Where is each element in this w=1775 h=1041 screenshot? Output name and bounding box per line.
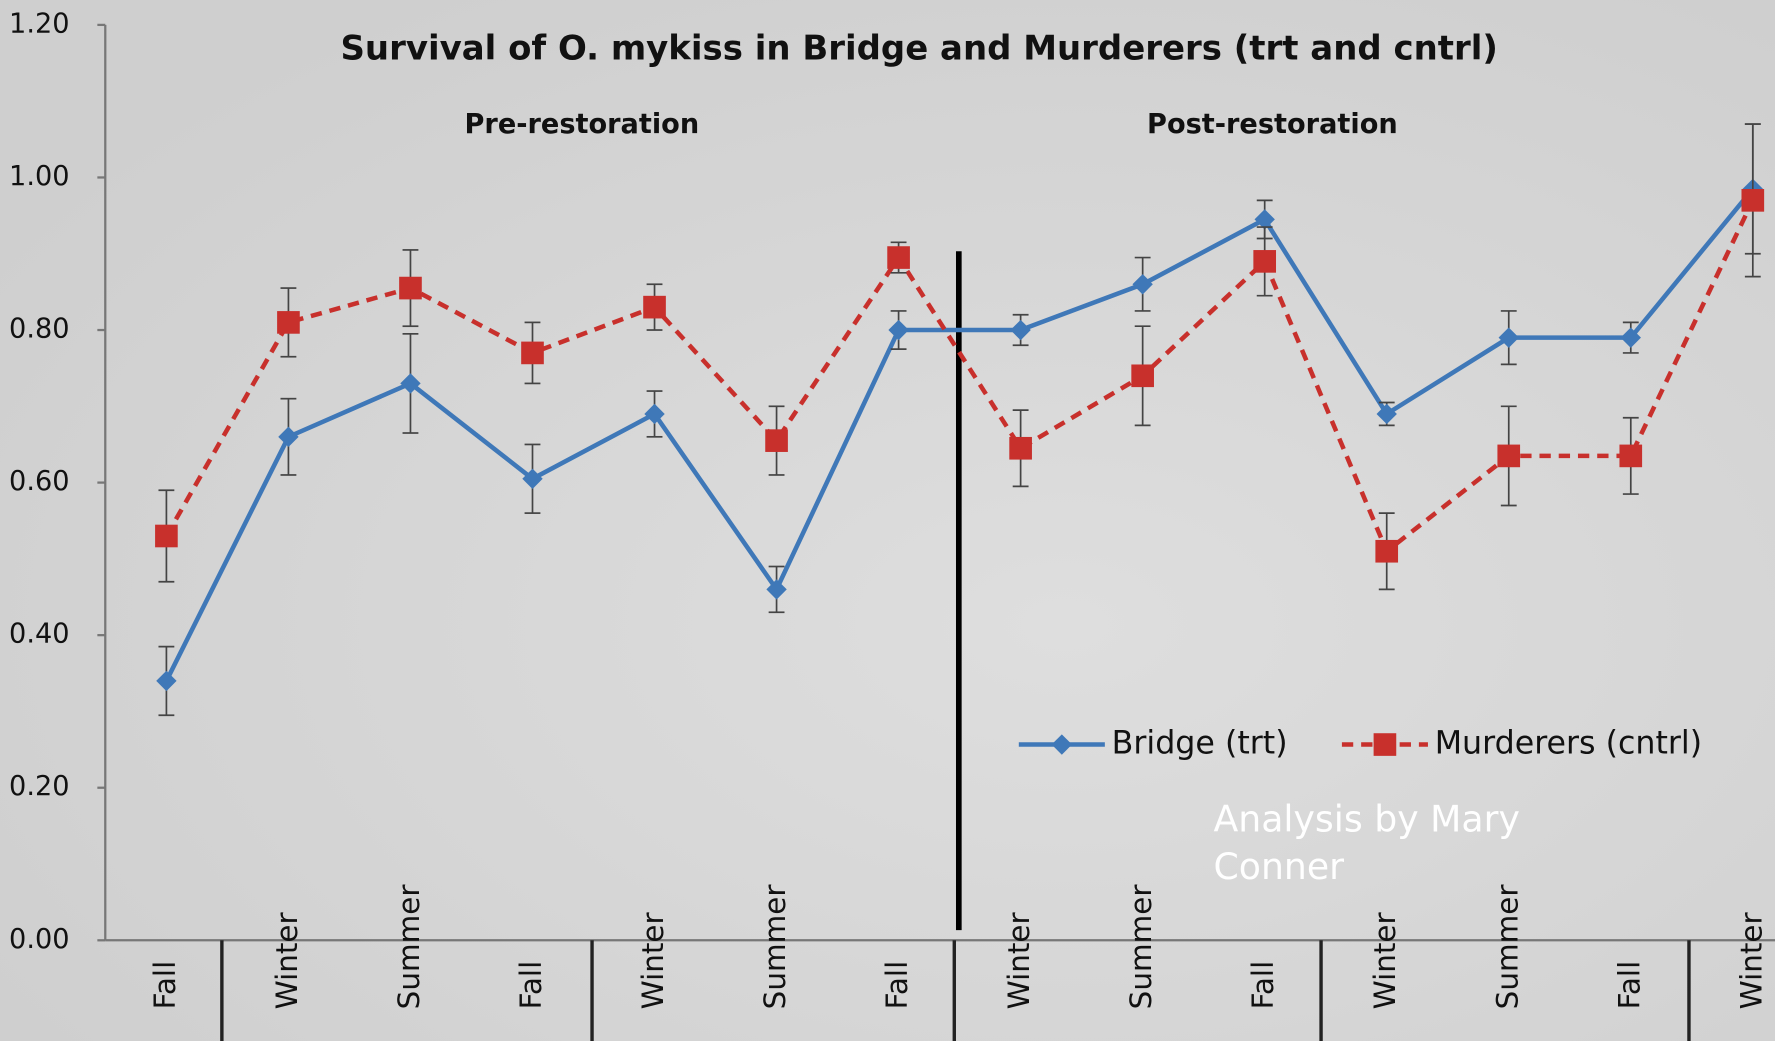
y-tick-label: 0.20 [9, 771, 69, 802]
x-tick-label: Fall [880, 961, 914, 1010]
x-tick-label: Winter [1002, 911, 1036, 1009]
y-tick-label: 1.00 [9, 161, 69, 192]
marker [765, 429, 788, 452]
x-tick-label: Fall [1612, 961, 1646, 1010]
legend-marker [1374, 733, 1397, 756]
section-label: Pre-restoration [465, 109, 700, 140]
legend-label: Bridge (trt) [1112, 726, 1288, 762]
marker [1497, 445, 1520, 468]
marker [1375, 540, 1398, 563]
y-tick-label: 0.00 [9, 924, 69, 955]
y-tick-label: 0.80 [9, 314, 69, 345]
marker [1253, 250, 1276, 273]
page: {"chart_data": {"type": "line", "title":… [0, 0, 1775, 1041]
marker [399, 277, 422, 300]
x-tick-label: Fall [514, 961, 548, 1010]
marker [1619, 445, 1642, 468]
x-tick-label: Winter [1734, 911, 1768, 1009]
annotation-text: Analysis by Mary [1214, 797, 1520, 840]
y-tick-label: 0.60 [9, 466, 69, 497]
x-tick-label: Winter [270, 911, 304, 1009]
marker [1009, 437, 1032, 460]
marker [155, 525, 178, 548]
legend-label: Murderers (cntrl) [1435, 726, 1702, 762]
x-tick-label: Winter [636, 911, 670, 1009]
x-tick-label: Summer [1490, 884, 1524, 1010]
section-label: Post-restoration [1147, 109, 1398, 140]
marker [643, 296, 666, 319]
marker [1131, 364, 1154, 387]
marker [887, 246, 910, 269]
marker [277, 311, 300, 334]
marker [1741, 189, 1764, 212]
x-tick-label: Summer [1124, 884, 1158, 1010]
marker [521, 342, 544, 365]
chart: Survival of O. mykiss in Bridge and Murd… [0, 0, 1775, 1041]
x-tick-label: Fall [148, 961, 182, 1010]
x-tick-label: Fall [1246, 961, 1280, 1010]
x-tick-label: Summer [392, 884, 426, 1010]
y-tick-label: 1.20 [9, 8, 69, 39]
x-tick-label: Winter [1368, 911, 1402, 1009]
x-tick-label: Summer [758, 884, 792, 1010]
y-tick-label: 0.40 [9, 619, 69, 650]
annotation-text-line: Conner [1214, 845, 1345, 888]
chart-title: Survival of O. mykiss in Bridge and Murd… [340, 28, 1497, 68]
